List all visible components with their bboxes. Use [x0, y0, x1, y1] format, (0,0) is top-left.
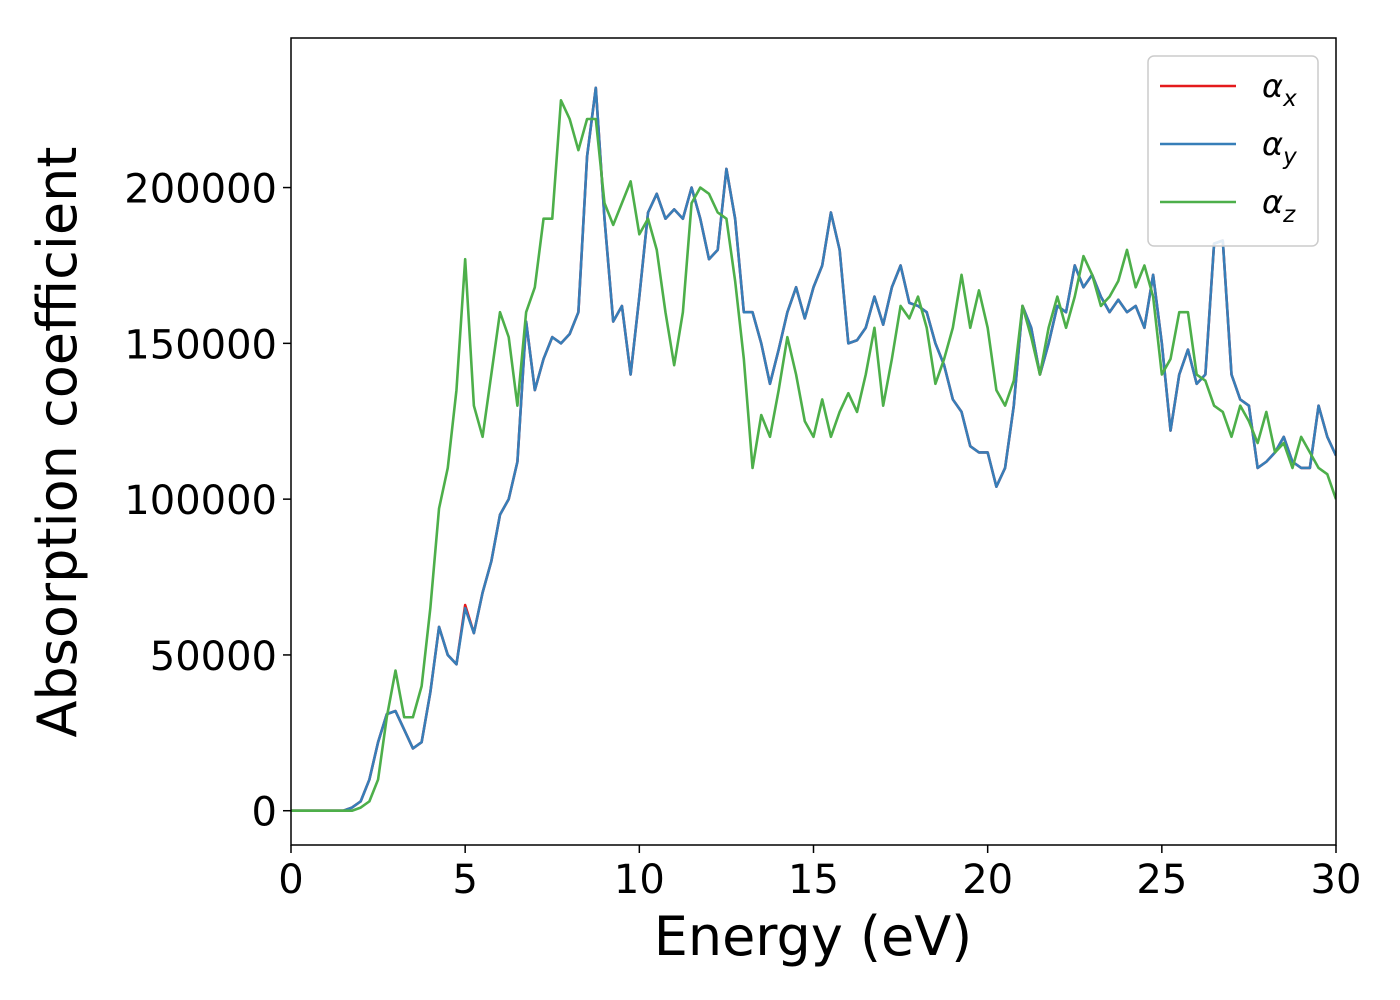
- legend-box: [1147, 55, 1319, 247]
- y-tick-label: 50000: [150, 634, 277, 680]
- data-line: [291, 86, 1336, 813]
- x-tick-label: 30: [1311, 857, 1362, 903]
- legend-label: αx: [1262, 67, 1297, 112]
- y-tick-label: 100000: [124, 478, 277, 524]
- legend-label: αz: [1262, 183, 1296, 228]
- x-tick-label: 5: [452, 857, 477, 903]
- y-axis-label: Absorption coefficient: [26, 147, 89, 738]
- x-tick-label: 10: [614, 857, 665, 903]
- y-tick-label: 0: [252, 790, 277, 836]
- plot-lines: [291, 86, 1336, 813]
- x-tick-label: 15: [788, 857, 839, 903]
- y-tick-label: 150000: [124, 322, 277, 368]
- x-axis-label: Energy (eV): [654, 905, 973, 968]
- x-tick-label: 20: [962, 857, 1013, 903]
- plot-frame: [290, 37, 1337, 846]
- y-tick-label: 200000: [124, 167, 277, 213]
- legend-label: αy: [1262, 125, 1297, 170]
- data-line: [291, 99, 1336, 813]
- x-tick-label: 0: [278, 857, 303, 903]
- x-tick-label: 25: [1136, 857, 1187, 903]
